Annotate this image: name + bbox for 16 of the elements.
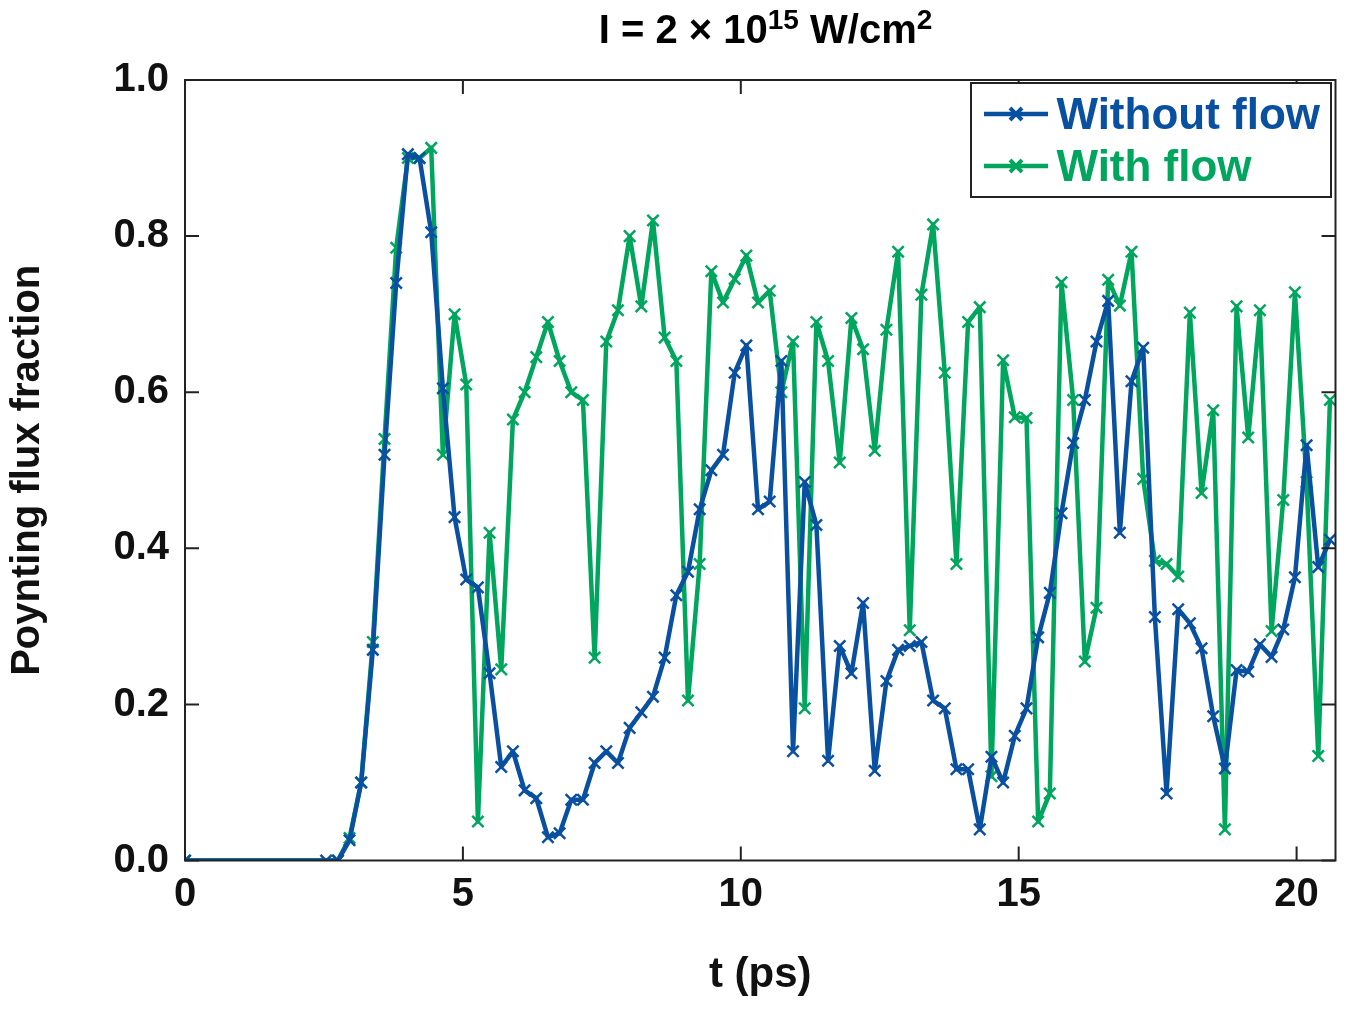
y-tick-label: 0.2 xyxy=(113,679,169,724)
x-tick-label: 0 xyxy=(173,869,197,914)
x-tick-label: 20 xyxy=(1274,869,1319,914)
chart-title: I = 2 × 10$^{15}$ W/cm$^{2}$ xyxy=(597,4,934,53)
y-tick-label: 1.0 xyxy=(113,55,169,100)
x-tick-label: 10 xyxy=(718,869,764,914)
y-tick-label: 0.0 xyxy=(113,835,169,880)
y-tick-label: 0.6 xyxy=(113,367,169,412)
x-tick-label: 5 xyxy=(451,869,475,914)
y-tick-label: 0.4 xyxy=(113,523,170,568)
y-axis-title: Poynting flux fraction xyxy=(3,264,48,676)
x-axis-title: t (ps) xyxy=(708,949,812,997)
y-tick-label: 0.8 xyxy=(113,211,169,256)
x-tick-label: 15 xyxy=(996,869,1041,914)
legend-label: Without flow xyxy=(1056,88,1320,140)
legend-label: With flow xyxy=(1056,140,1252,192)
